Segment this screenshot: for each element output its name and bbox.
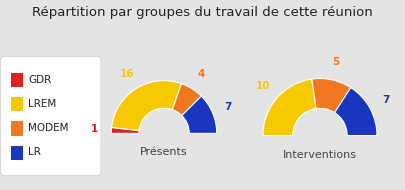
- Text: 1: 1: [91, 124, 98, 135]
- Bar: [11, 146, 23, 160]
- Wedge shape: [112, 81, 181, 131]
- Wedge shape: [335, 88, 377, 135]
- Text: MODEM: MODEM: [28, 123, 69, 133]
- Wedge shape: [111, 127, 139, 133]
- Text: 16: 16: [120, 70, 134, 79]
- Text: Présents: Présents: [140, 147, 188, 157]
- Text: 4: 4: [197, 70, 205, 79]
- Wedge shape: [182, 96, 217, 133]
- Wedge shape: [263, 79, 316, 135]
- Bar: [11, 73, 23, 87]
- FancyBboxPatch shape: [0, 56, 101, 175]
- Text: Interventions: Interventions: [283, 150, 357, 161]
- Text: GDR: GDR: [28, 74, 51, 85]
- Bar: [11, 97, 23, 112]
- Text: Répartition par groupes du travail de cette réunion: Répartition par groupes du travail de ce…: [32, 6, 373, 19]
- Text: 7: 7: [225, 102, 232, 112]
- Text: 5: 5: [333, 57, 339, 67]
- Wedge shape: [312, 78, 351, 113]
- Text: 7: 7: [382, 95, 390, 105]
- Text: LR: LR: [28, 147, 41, 157]
- Bar: [11, 121, 23, 136]
- Wedge shape: [173, 84, 201, 116]
- Text: LREM: LREM: [28, 99, 57, 109]
- Text: 10: 10: [256, 81, 271, 91]
